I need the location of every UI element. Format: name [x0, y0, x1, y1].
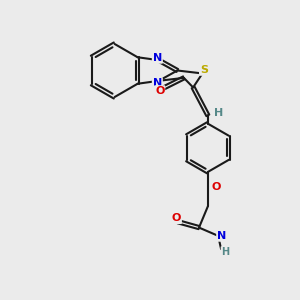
Text: O: O	[172, 213, 181, 223]
Text: O: O	[212, 182, 221, 192]
Text: N: N	[217, 231, 226, 241]
Text: N: N	[153, 78, 162, 88]
Text: O: O	[155, 86, 164, 96]
Text: H: H	[214, 108, 223, 118]
Text: H: H	[221, 247, 230, 257]
Text: N: N	[153, 53, 162, 63]
Text: S: S	[200, 65, 208, 75]
